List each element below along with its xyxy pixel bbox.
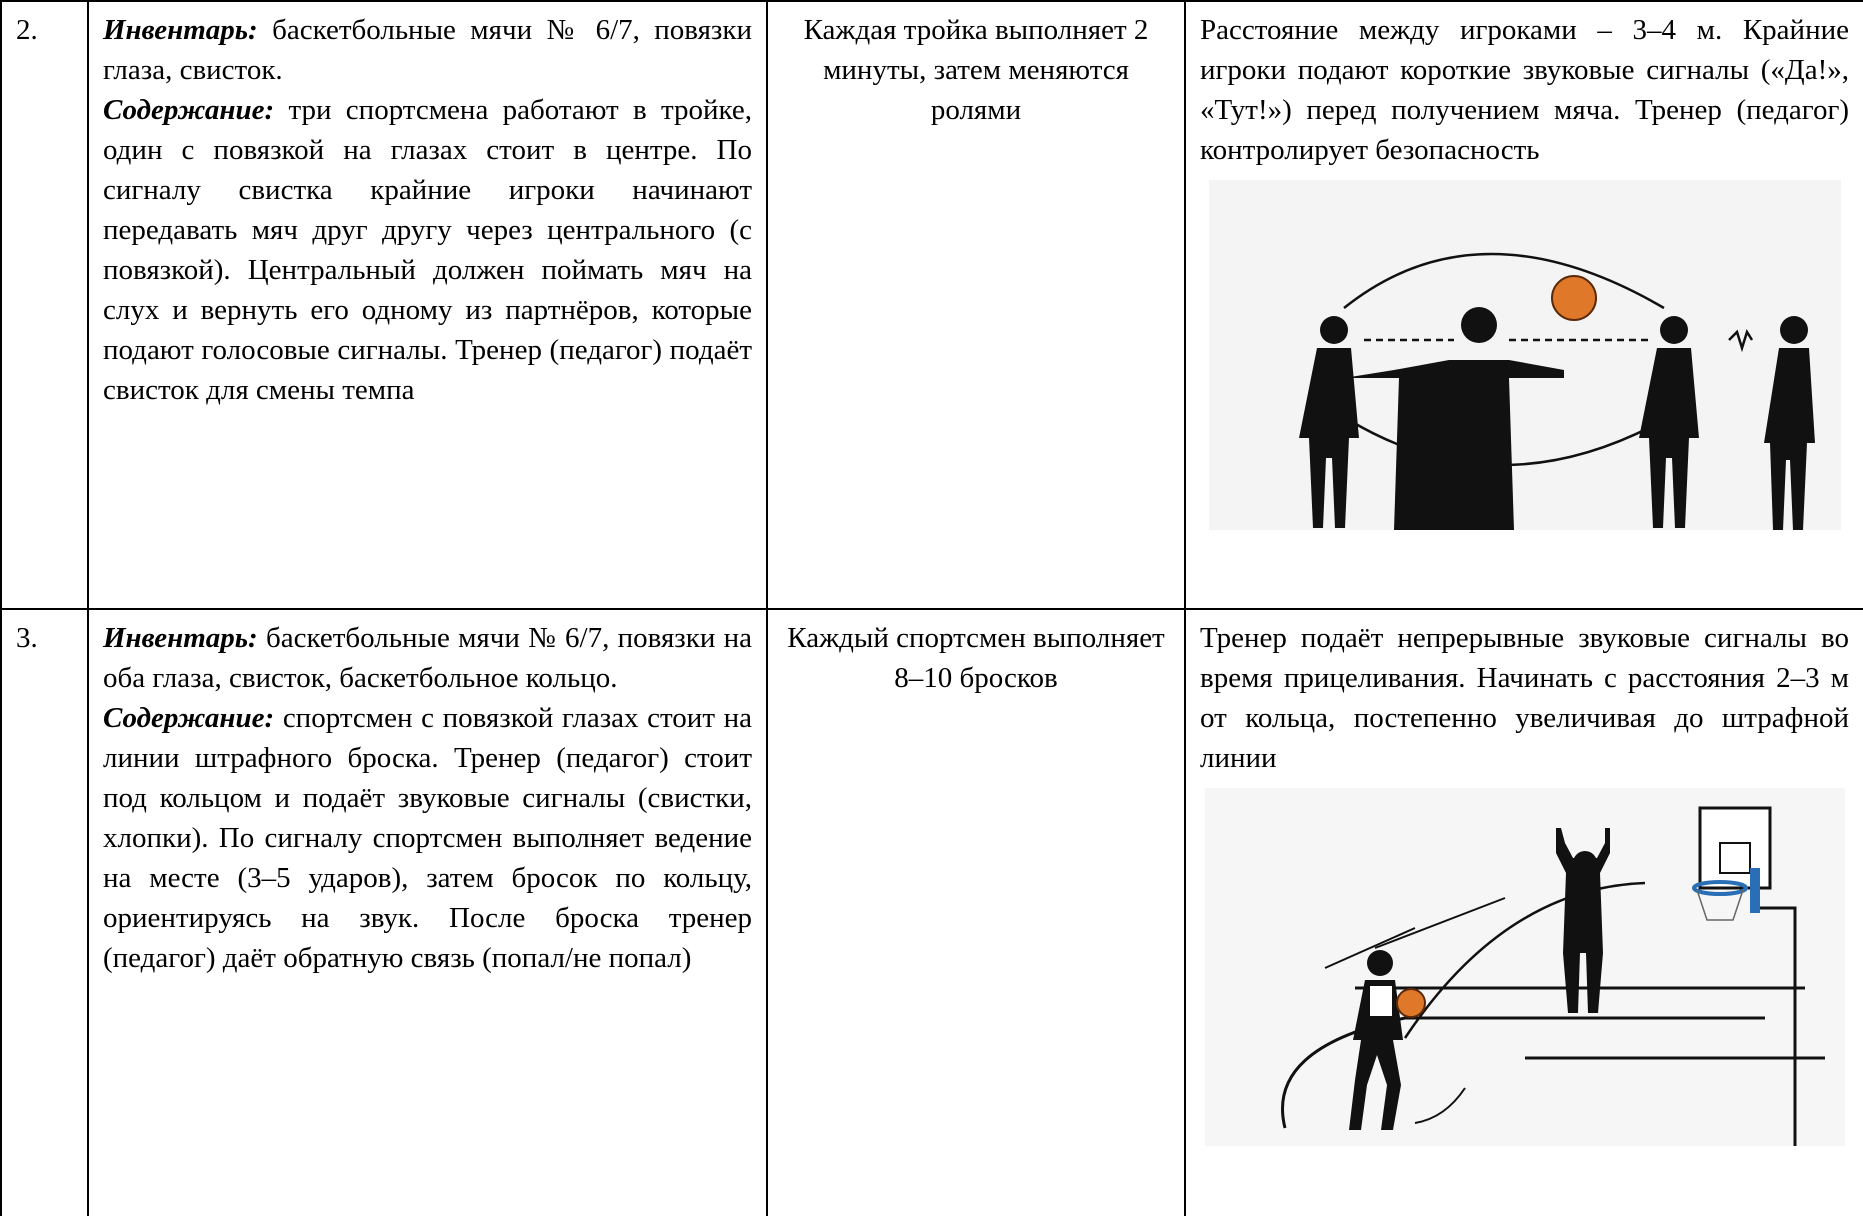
notes: Расстояние между игроками – 3–4 м. Крайн… (1200, 14, 1849, 166)
content: Содержание: три спортсмена работают в тр… (103, 90, 752, 410)
content-label: Содержание: (103, 94, 275, 126)
inventory-label: Инвентарь: (103, 622, 258, 654)
inventory-text: баскетбольные мячи № 6/7, повязки на оба… (103, 622, 752, 694)
content-cell: Инвентарь: баскетбольные мячи № 6/7, пов… (87, 0, 768, 610)
content-text: три спортсмена работают в тройке, один с… (103, 94, 752, 406)
notes-cell: Тренер подаёт непрерывные звуковые сигна… (1184, 608, 1863, 1216)
row-number: 3. (0, 608, 89, 1216)
row-number: 2. (0, 0, 89, 610)
inventory-text: баскетбольные мячи № 6/7, повязки глаза,… (103, 14, 752, 86)
content-text: спортсмен с повязкой глазах стоит на лин… (103, 702, 753, 974)
dosage: Каждая тройка выполняет 2 минуты, затем … (766, 0, 1186, 610)
illustration (1208, 180, 1841, 530)
table-row: 2. Инвентарь: баскетбольные мячи № 6/7, … (0, 0, 1863, 610)
notes: Тренер подаёт непрерывные звуковые сигна… (1200, 622, 1849, 774)
notes-cell: Расстояние между игроками – 3–4 м. Крайн… (1184, 0, 1863, 610)
illustration (1204, 788, 1845, 1146)
inventory-label: Инвентарь: (103, 14, 258, 46)
content-cell: Инвентарь: баскетбольные мячи № 6/7, пов… (87, 608, 768, 1216)
content: Содержание: спортсмен с повязкой глазах … (103, 698, 752, 978)
content-label: Содержание: (103, 702, 275, 734)
dosage: Каждый спортсмен выполняет 8–10 бросков (766, 608, 1186, 1216)
table-row: 3. Инвентарь: баскетбольные мячи № 6/7, … (0, 608, 1863, 1216)
inventory: Инвентарь: баскетбольные мячи № 6/7, пов… (103, 618, 752, 698)
inventory: Инвентарь: баскетбольные мячи № 6/7, пов… (103, 10, 752, 90)
